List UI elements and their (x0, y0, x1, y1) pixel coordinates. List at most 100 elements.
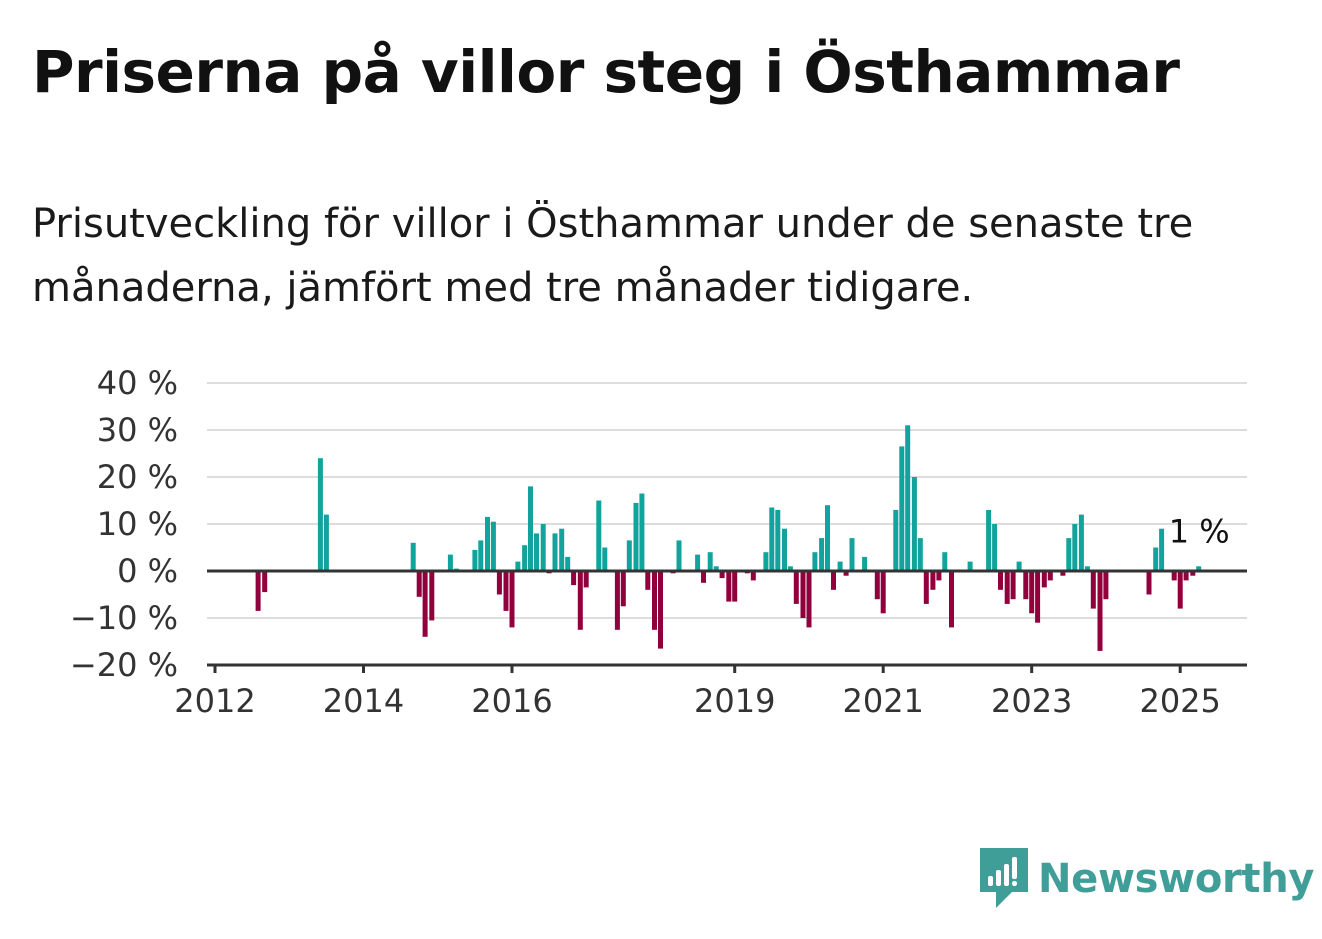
bar (1171, 571, 1177, 581)
bar (540, 524, 546, 571)
bar (843, 571, 849, 576)
x-tick-label: 2014 (323, 682, 404, 720)
bar (633, 502, 639, 571)
bar (552, 533, 558, 571)
bar (806, 571, 812, 628)
last-value-label: 1 % (1169, 512, 1230, 550)
bar (522, 545, 528, 571)
bar (645, 571, 651, 590)
bar (936, 571, 942, 581)
y-tick-label: 30 % (97, 411, 178, 449)
bar (1078, 514, 1084, 571)
bar (763, 552, 769, 571)
bar (1023, 571, 1029, 600)
bar (602, 547, 608, 571)
bar (652, 571, 657, 630)
bar (485, 516, 490, 571)
bar (769, 507, 775, 571)
bar (1041, 571, 1047, 588)
bar (416, 571, 422, 597)
bar (255, 571, 261, 611)
bar (986, 509, 992, 571)
bar (893, 509, 899, 571)
bar (1016, 561, 1022, 571)
bar (793, 571, 799, 604)
bar (596, 500, 602, 571)
bar (472, 549, 478, 571)
bar (1097, 571, 1103, 651)
bar (874, 571, 880, 600)
bar (620, 571, 626, 607)
bar (1010, 571, 1016, 600)
chart-subtitle: Prisutveckling för villor i Östhammar un… (32, 201, 1194, 311)
bar (726, 571, 732, 602)
y-tick-label: 0 % (117, 552, 178, 590)
bar (831, 571, 836, 590)
brand-name: Newsworthy (1038, 856, 1315, 902)
bar (837, 561, 843, 571)
bar (862, 556, 868, 571)
bar (1177, 571, 1183, 609)
bar (676, 540, 682, 571)
bar (478, 540, 484, 571)
bar (626, 540, 632, 571)
bar (1004, 571, 1010, 604)
bar (917, 538, 923, 571)
bars (255, 425, 1202, 651)
bar (559, 528, 565, 571)
x-tick-label: 2019 (694, 682, 775, 720)
bar (992, 524, 998, 571)
bar (800, 571, 806, 618)
bar (422, 571, 428, 637)
bar (787, 566, 793, 571)
bar (719, 571, 725, 579)
bar (1103, 571, 1109, 600)
bar (1090, 571, 1096, 609)
newsworthy-logo-icon (980, 848, 1028, 908)
bar (1146, 571, 1152, 595)
bar (1060, 571, 1066, 576)
bar (701, 571, 706, 583)
bar (614, 571, 620, 630)
bar (496, 571, 502, 595)
bar (583, 571, 589, 588)
bar (490, 521, 496, 571)
annotations: 1 % (1169, 512, 1230, 550)
bar (942, 552, 948, 571)
bar (1159, 528, 1165, 571)
bar (410, 542, 416, 571)
x-tick-label: 2021 (842, 682, 923, 720)
bar (509, 571, 515, 628)
bar (707, 552, 713, 571)
bar (565, 556, 571, 571)
bar (1084, 566, 1090, 571)
x-tick-label: 2023 (991, 682, 1072, 720)
y-tick-label: 20 % (97, 458, 178, 496)
bar (880, 571, 886, 614)
bar (262, 571, 268, 593)
x-tick-label: 2025 (1139, 682, 1220, 720)
y-tick-label: 40 % (97, 364, 178, 402)
bar (515, 561, 521, 571)
x-tick-label: 2012 (174, 682, 255, 720)
bar (1072, 524, 1078, 571)
bar (1196, 566, 1202, 571)
bar (812, 552, 818, 571)
bar (905, 425, 911, 571)
bar (782, 528, 787, 571)
y-tick-label: −10 % (70, 599, 178, 637)
bar (317, 458, 323, 571)
brand-logo: Newsworthy (980, 848, 1315, 910)
bar (1183, 571, 1189, 581)
bar (713, 566, 719, 571)
bar (1190, 571, 1196, 576)
bar (775, 509, 781, 571)
y-tick-label: −20 % (70, 646, 178, 684)
bar (429, 571, 435, 621)
bar (1035, 571, 1041, 623)
bar (658, 571, 663, 649)
bar (923, 571, 929, 604)
bar (998, 571, 1003, 590)
y-axis: −20 % −10 % 0 % 10 % 20 % 30 % 40 % (70, 364, 178, 684)
bar (825, 505, 830, 571)
